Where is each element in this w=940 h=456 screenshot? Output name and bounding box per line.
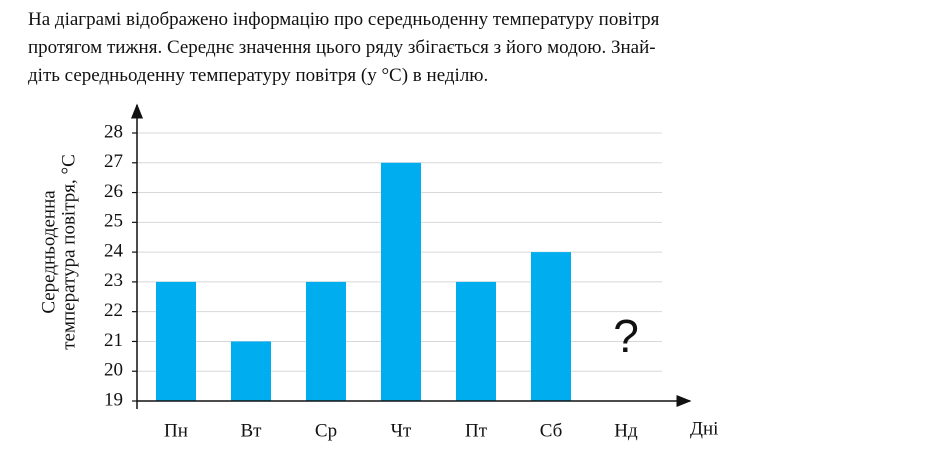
x-tick-label: Нд xyxy=(614,420,638,441)
y-tick-label: 20 xyxy=(104,360,123,381)
text-line: На діаграмі відображено інформацію про с… xyxy=(28,9,660,30)
bar xyxy=(381,162,421,401)
bar xyxy=(156,281,196,401)
bar xyxy=(456,281,496,401)
x-tick-label: Вт xyxy=(241,420,263,441)
y-tick-label: 26 xyxy=(104,181,123,202)
y-axis-label: Середньоденна температура повітря, °С xyxy=(38,154,79,350)
x-axis-label: Дні xyxy=(690,418,718,439)
bar xyxy=(531,252,571,401)
text-line: протягом тижня. Середнє значення цього р… xyxy=(28,37,656,58)
x-tick-label: Пт xyxy=(465,420,488,441)
x-tick-label: Ср xyxy=(315,420,337,441)
y-tick-label: 19 xyxy=(104,389,123,410)
x-tick-label: Сб xyxy=(540,420,563,441)
y-tick-label: 23 xyxy=(104,270,123,291)
y-label-line: температура повітря, °С xyxy=(58,154,79,350)
y-tick-label: 22 xyxy=(104,300,123,321)
problem-text: На діаграмі відображено інформацію про с… xyxy=(28,6,659,90)
x-tick-label: Пн xyxy=(164,420,188,441)
bar xyxy=(306,281,346,401)
y-tick-label: 21 xyxy=(104,330,123,351)
annotation: ? xyxy=(613,310,639,362)
text-line: діть середньоденну температуру повітря (… xyxy=(28,65,489,86)
bar xyxy=(231,341,271,401)
y-tick-label: 24 xyxy=(104,240,124,261)
y-tick-label: 28 xyxy=(104,121,123,142)
y-tick-label: 27 xyxy=(104,151,123,172)
x-tick-label: Чт xyxy=(391,420,412,441)
y-label-line: Середньоденна xyxy=(38,190,59,314)
y-tick-label: 25 xyxy=(104,211,123,232)
